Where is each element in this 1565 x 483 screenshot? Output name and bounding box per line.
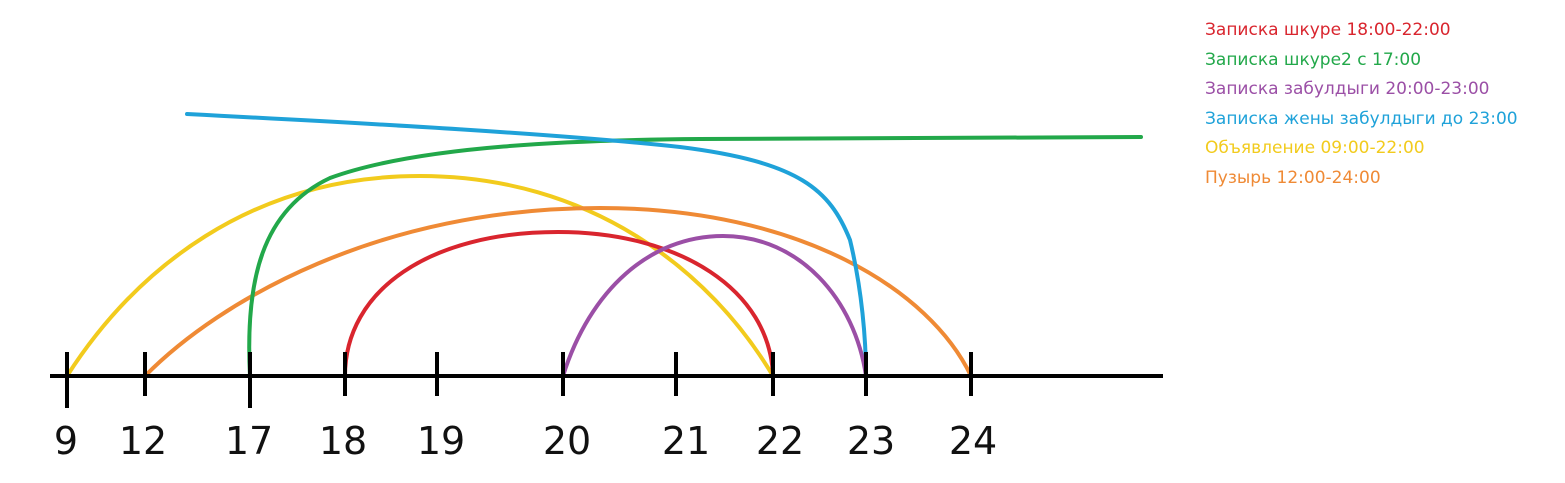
tick-label-19: 19 xyxy=(417,419,465,463)
interval-arcs xyxy=(65,112,1143,378)
interval-arc-1 xyxy=(247,135,1143,378)
legend-item-note-drunkard: Записка забулдыги 20:00-23:00 xyxy=(1205,79,1490,99)
interval-arc-2 xyxy=(561,233,868,378)
tick-label-20: 20 xyxy=(543,419,591,463)
legend-item-announcement: Объявление 09:00-22:00 xyxy=(1205,138,1425,158)
tick-label-12: 12 xyxy=(119,419,167,463)
legend-item-note-shkura: Записка шкуре 18:00-22:00 xyxy=(1205,20,1451,40)
tick-label-22: 22 xyxy=(756,419,804,463)
tick-label-17: 17 xyxy=(225,419,273,463)
tick-label-24: 24 xyxy=(949,419,997,463)
legend: Записка шкуре 18:00-22:00 Записка шкуре2… xyxy=(1205,16,1518,193)
legend-item-note-drunkard-wife: Записка жены забулдыги до 23:00 xyxy=(1205,108,1518,129)
tick-label-23: 23 xyxy=(847,419,895,463)
interval-arc-4 xyxy=(65,173,775,378)
timeline-ticks: 9 12 17 18 19 20 21 22 23 24 xyxy=(54,352,997,463)
interval-arc-3 xyxy=(185,112,868,378)
legend-item-note-shkura2: Записка шкуре2 с 17:00 xyxy=(1205,49,1422,70)
tick-label-18: 18 xyxy=(319,419,367,463)
legend-item-bottle: Пузырь 12:00-24:00 xyxy=(1205,167,1381,188)
interval-arc-5 xyxy=(143,205,973,378)
tick-label-21: 21 xyxy=(662,419,710,463)
tick-label-9: 9 xyxy=(54,419,78,463)
interval-arc-0 xyxy=(343,229,775,378)
